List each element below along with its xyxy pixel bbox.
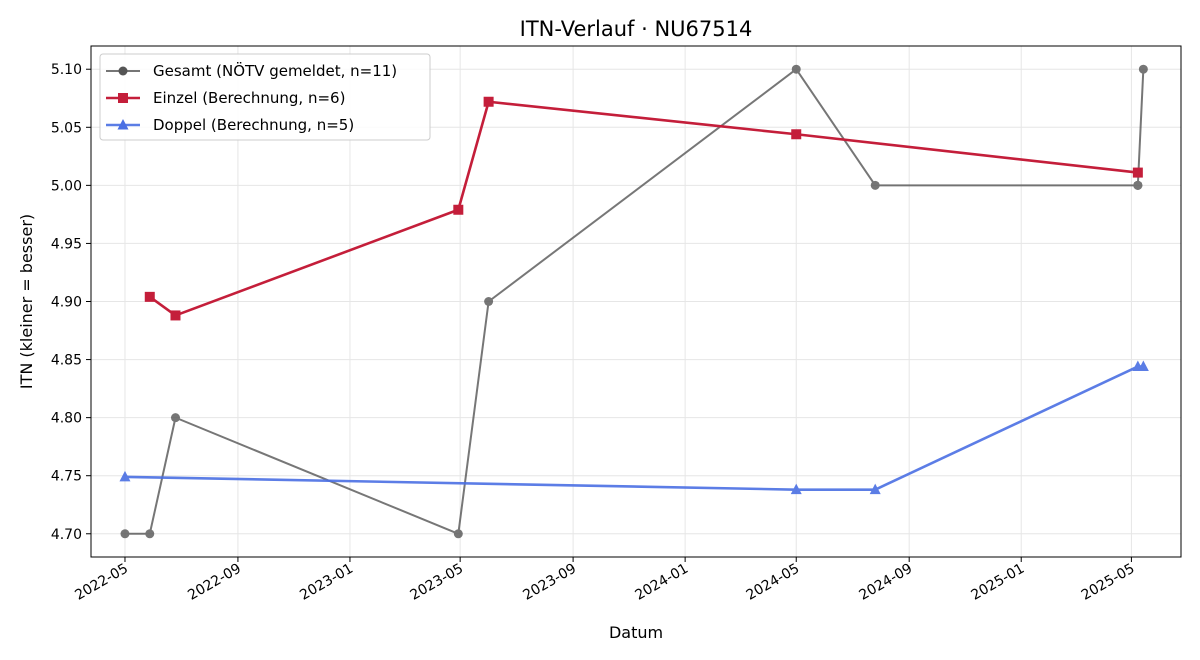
y-tick-label: 4.80 bbox=[51, 411, 82, 427]
data-point bbox=[1137, 360, 1149, 372]
y-tick-label: 4.90 bbox=[51, 295, 82, 311]
chart-title: ITN-Verlauf · NU67514 bbox=[520, 17, 753, 41]
y-axis: 4.70 4.75 4.80 4.85 4.90 4.95 5.00 5.05 5.10 bbox=[51, 62, 91, 543]
series-2 bbox=[119, 360, 1149, 495]
data-point bbox=[145, 529, 155, 539]
x-tick-label: 2023-05 bbox=[407, 561, 466, 604]
series-0 bbox=[120, 64, 1148, 539]
legend-swatch-marker bbox=[118, 93, 128, 103]
data-point bbox=[870, 180, 880, 190]
data-point bbox=[170, 413, 180, 423]
x-tick-label: 2024-05 bbox=[744, 561, 803, 604]
y-tick-label: 5.00 bbox=[51, 178, 82, 194]
grid bbox=[91, 46, 1181, 557]
data-point bbox=[791, 64, 801, 74]
x-tick-label: 2024-01 bbox=[632, 561, 691, 604]
legend-swatch-marker bbox=[118, 66, 128, 76]
data-point bbox=[1132, 167, 1143, 178]
x-tick-label: 2025-05 bbox=[1079, 561, 1138, 604]
series-line bbox=[124, 365, 1144, 491]
x-tick-label: 2022-05 bbox=[72, 561, 131, 604]
data-point bbox=[120, 529, 130, 539]
data-point bbox=[144, 291, 155, 302]
data-point bbox=[1138, 64, 1148, 74]
data-point bbox=[1133, 180, 1143, 190]
data-point bbox=[483, 96, 494, 107]
legend-swatch-marker bbox=[117, 119, 129, 130]
data-point bbox=[791, 129, 802, 140]
data-point bbox=[484, 297, 494, 306]
x-tick-label: 2023-09 bbox=[520, 561, 579, 604]
x-tick-label: 2023-01 bbox=[297, 561, 356, 604]
legend: Gesamt (NÖTV gemeldet, n=11) Einzel (Bere… bbox=[99, 53, 431, 141]
y-tick-label: 5.05 bbox=[51, 120, 82, 136]
x-axis-label: Datum bbox=[609, 623, 663, 642]
legend-label: Einzel (Berechnung, n=6) bbox=[153, 89, 345, 107]
data-point bbox=[170, 310, 181, 321]
data-point bbox=[119, 470, 131, 482]
x-axis: 2022-05 2022-09 2023-01 2023-05 2023-09 2024-… bbox=[72, 557, 1137, 604]
x-tick-label: 2025-01 bbox=[969, 561, 1028, 604]
x-tick-label: 2022-09 bbox=[185, 561, 244, 604]
legend-label: Doppel (Berechnung, n=5) bbox=[153, 116, 354, 134]
y-tick-label: 4.85 bbox=[51, 353, 82, 369]
series-line bbox=[124, 68, 1145, 535]
y-tick-label: 4.95 bbox=[51, 236, 82, 252]
series-1 bbox=[144, 96, 1143, 321]
y-tick-label: 5.10 bbox=[51, 62, 82, 78]
y-tick-label: 4.70 bbox=[51, 527, 82, 543]
data-point bbox=[790, 483, 802, 495]
series-layer bbox=[119, 64, 1149, 539]
x-tick-label: 2024-09 bbox=[857, 561, 916, 604]
y-axis-label: ITN (kleiner = besser) bbox=[17, 214, 36, 389]
y-tick-label: 4.75 bbox=[51, 469, 82, 485]
data-point bbox=[453, 529, 463, 539]
data-point bbox=[453, 204, 464, 215]
data-point bbox=[869, 483, 881, 495]
legend-label: Gesamt (NÖTV gemeldet, n=11) bbox=[153, 61, 397, 80]
legend-box bbox=[99, 53, 431, 141]
